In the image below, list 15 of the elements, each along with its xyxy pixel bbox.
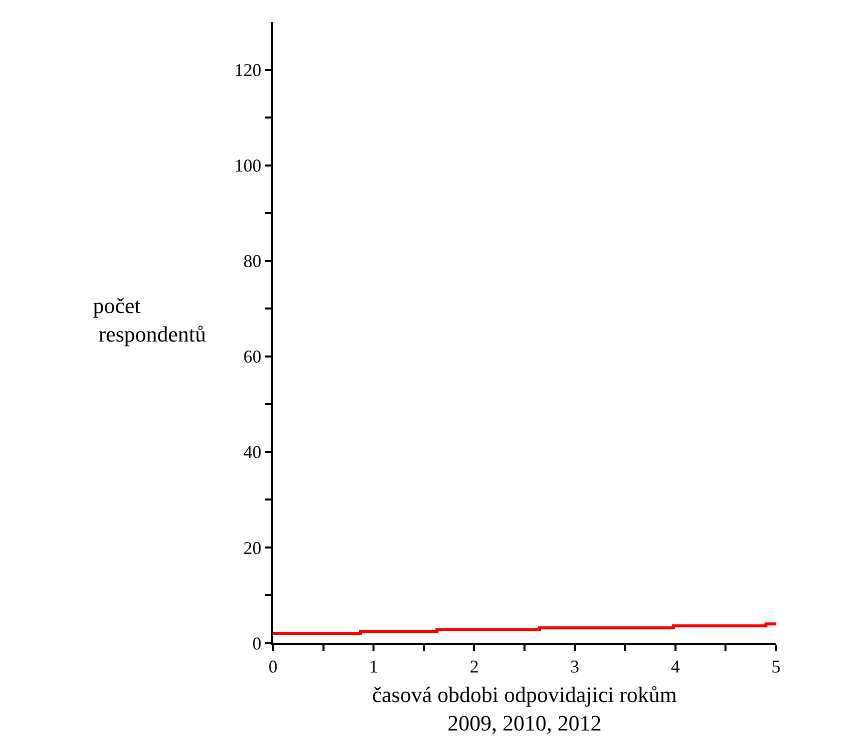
y-tick-label: 120: [234, 60, 262, 80]
x-tick-label: 2: [470, 656, 479, 677]
x-tick-label: 4: [670, 656, 680, 677]
y-tick-label: 40: [243, 442, 262, 462]
x-tick-label: 3: [570, 656, 580, 677]
x-tick-label: 1: [369, 656, 378, 677]
y-axis-title: počet respondentů: [93, 293, 206, 347]
y-tick-label: 80: [243, 251, 262, 272]
x-tick-label: 0: [268, 656, 278, 677]
x-axis-title: časová obdobi odpovidajici rokům 2009, 2010, 2012: [372, 682, 677, 736]
y-tick-label: 0: [252, 633, 262, 654]
y-tick-label: 100: [234, 156, 262, 176]
x-tick-label: 5: [772, 656, 780, 677]
y-tick-label: 20: [243, 538, 262, 558]
y-tick-label: 60: [243, 346, 262, 367]
